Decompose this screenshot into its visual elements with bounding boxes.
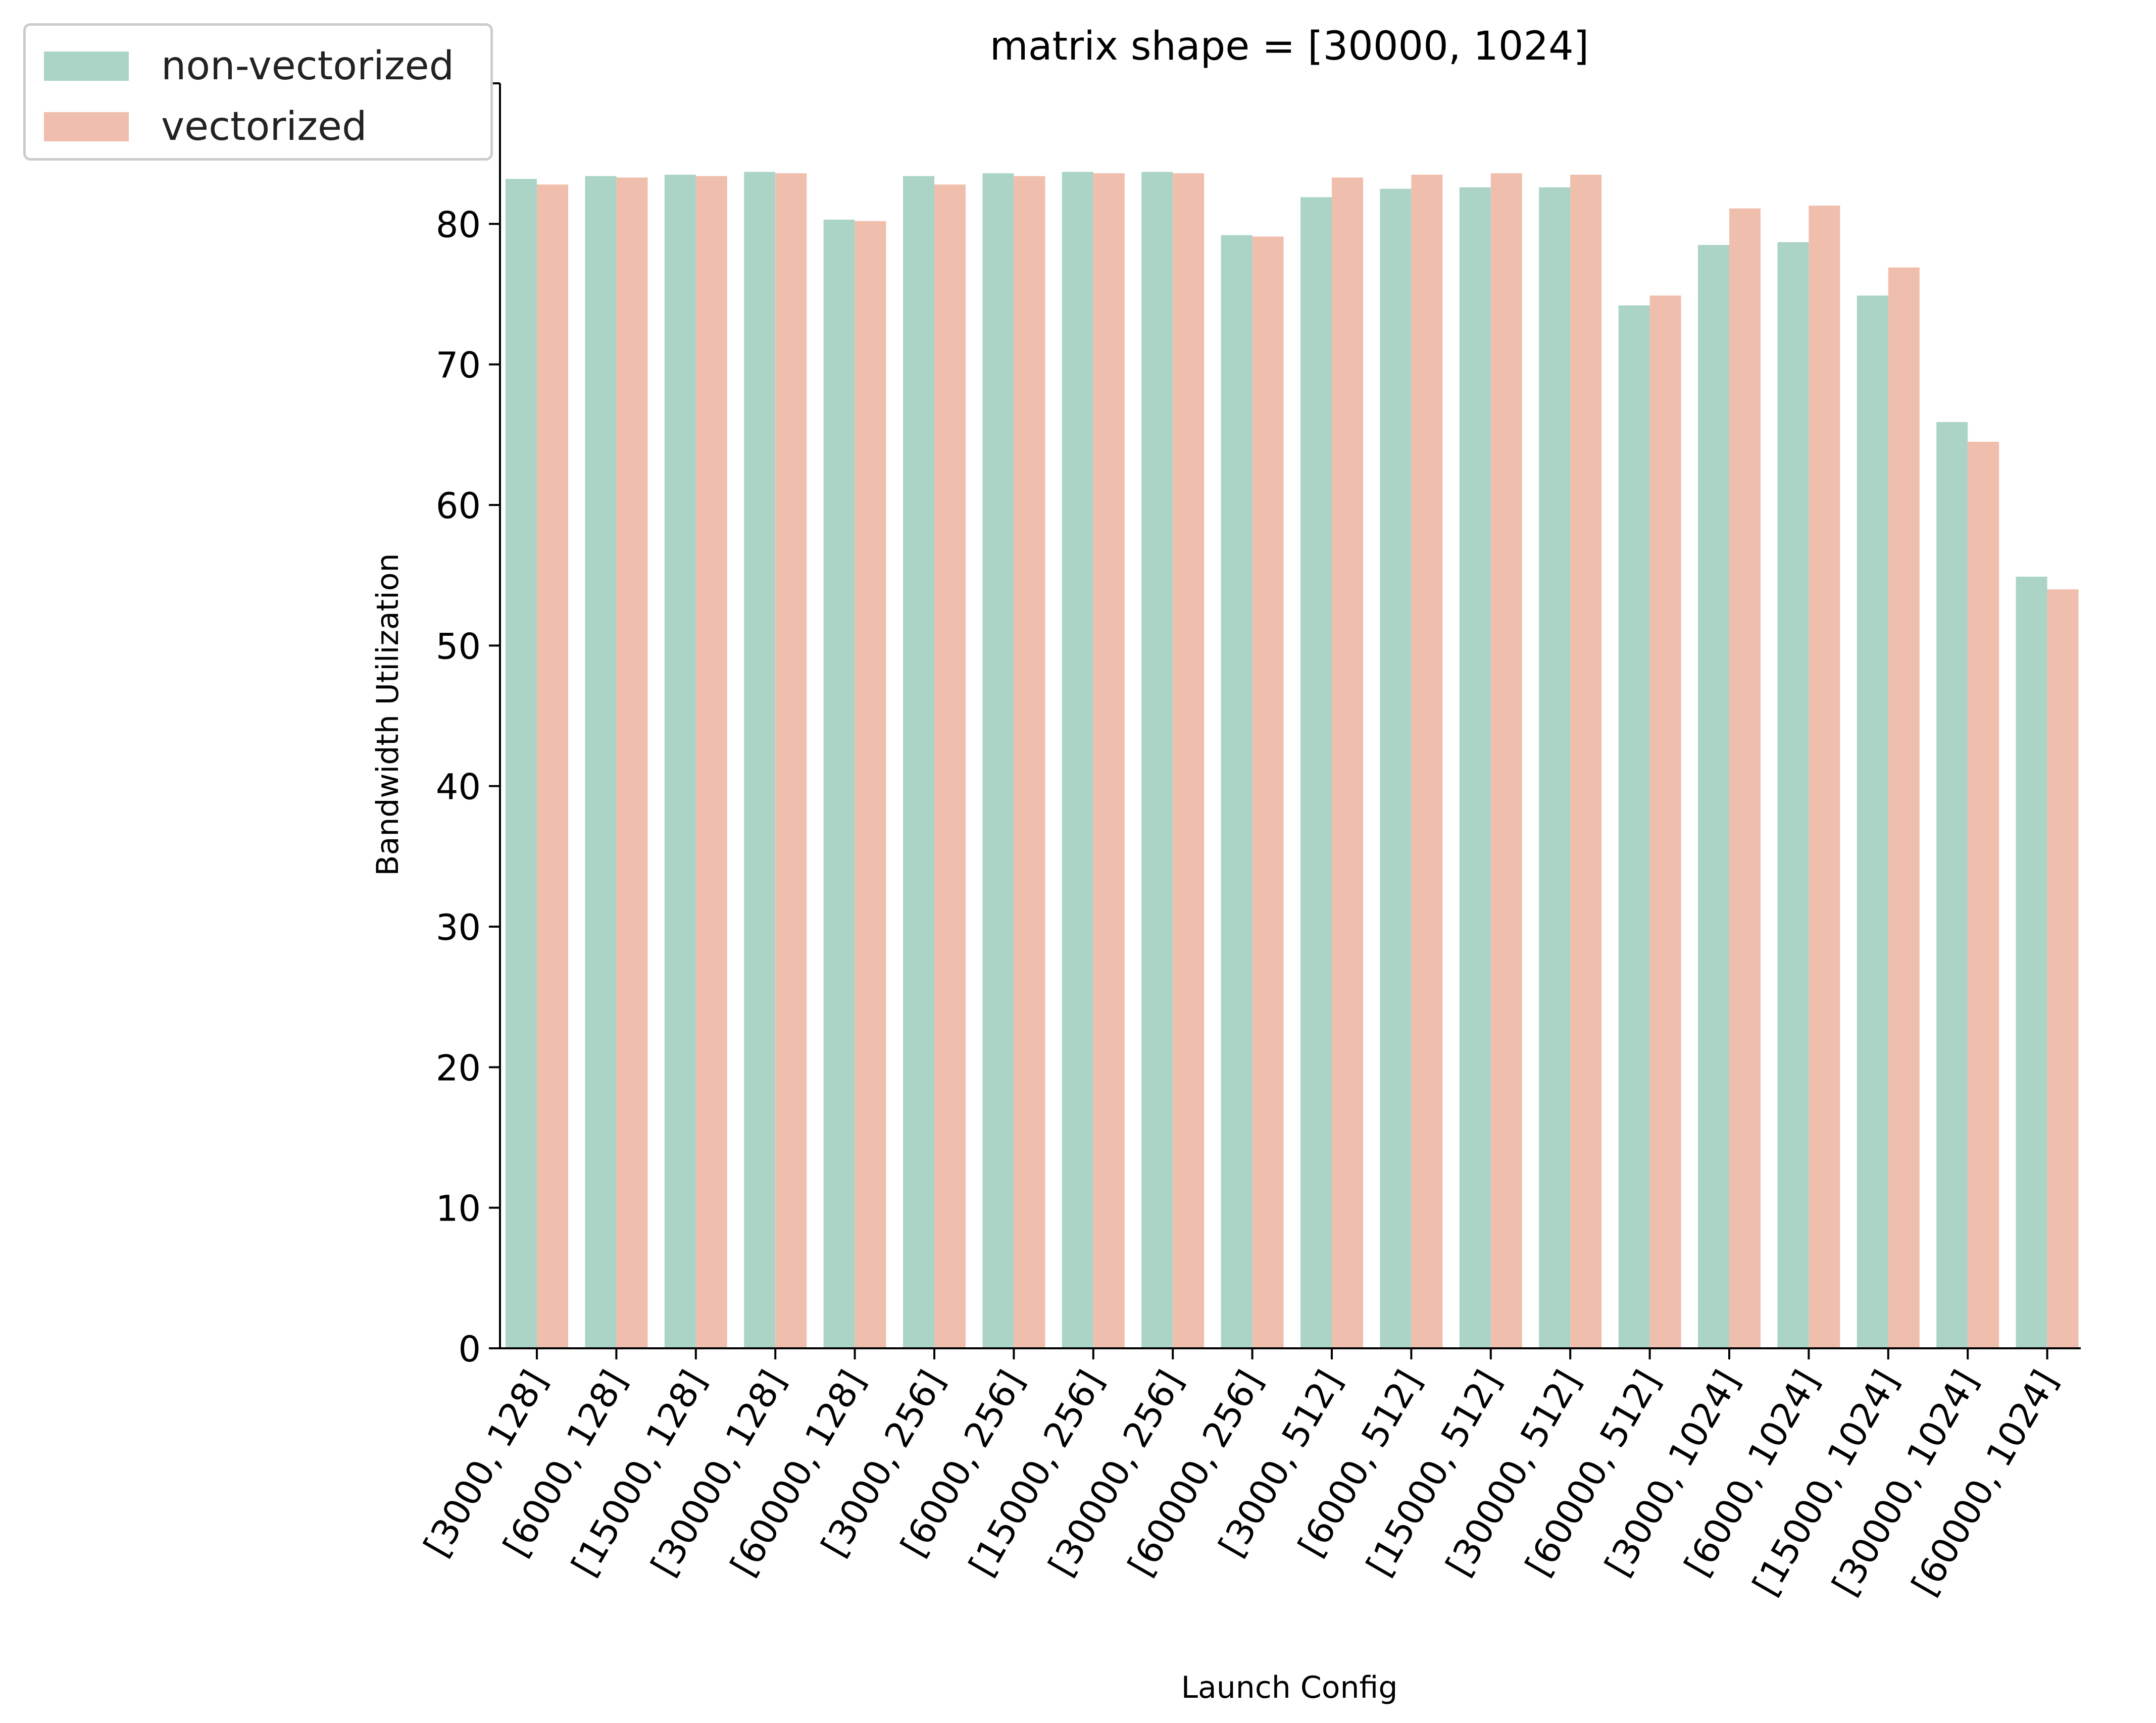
bar-non-vectorized-3000-1024	[1698, 245, 1729, 1349]
bar-non-vectorized-15000-1024	[1857, 295, 1888, 1349]
bar-vectorized-60000-256	[1252, 236, 1284, 1349]
bar-non-vectorized-15000-512	[1459, 187, 1491, 1348]
bar-non-vectorized-15000-128	[664, 174, 696, 1348]
bar-non-vectorized-30000-1024	[1936, 422, 1968, 1348]
bar-vectorized-6000-128	[616, 177, 648, 1348]
y-tick-label: 60	[436, 485, 481, 527]
legend-item-non-vectorized: non-vectorized	[44, 41, 454, 91]
legend-item-vectorized: vectorized	[44, 102, 367, 152]
y-tick-label: 0	[458, 1329, 481, 1370]
bar-vectorized-30000-1024	[1968, 441, 1999, 1348]
bar-vectorized-6000-256	[1014, 176, 1045, 1349]
bar-non-vectorized-15000-256	[1062, 172, 1093, 1348]
bar-non-vectorized-3000-128	[506, 179, 537, 1349]
bar-vectorized-15000-1024	[1888, 267, 1920, 1348]
y-tick-label: 20	[436, 1047, 481, 1089]
bar-vectorized-30000-512	[1570, 174, 1602, 1348]
y-tick-label: 30	[436, 907, 481, 948]
bars	[506, 172, 2079, 1349]
bar-vectorized-30000-128	[775, 173, 807, 1349]
bar-vectorized-30000-256	[1173, 173, 1205, 1349]
legend-label: non-vectorized	[161, 43, 455, 89]
bar-vectorized-60000-1024	[2047, 589, 2079, 1348]
y-tick-label: 40	[436, 767, 481, 808]
legend-label: vectorized	[161, 104, 367, 149]
bar-vectorized-15000-128	[695, 176, 727, 1349]
bar-vectorized-6000-1024	[1809, 206, 1840, 1349]
bar-non-vectorized-60000-1024	[2016, 576, 2047, 1348]
y-axis-label: Bandwidth Utilization	[370, 553, 406, 876]
y-tick-label: 10	[436, 1188, 481, 1230]
bar-non-vectorized-30000-256	[1141, 172, 1173, 1348]
bar-vectorized-60000-128	[855, 221, 886, 1349]
bar-vectorized-15000-256	[1093, 173, 1125, 1349]
axes	[499, 83, 2081, 1349]
bar-vectorized-15000-512	[1490, 173, 1522, 1349]
bar-non-vectorized-60000-512	[1618, 305, 1650, 1349]
y-tick-label: 50	[436, 626, 481, 667]
bar-non-vectorized-3000-256	[903, 176, 934, 1349]
bar-non-vectorized-30000-512	[1539, 187, 1571, 1348]
bar-vectorized-60000-512	[1649, 295, 1681, 1349]
y-tick-label: 70	[436, 345, 481, 386]
y-axis-ticks: 0102030405060708090	[436, 64, 500, 1370]
bar-vectorized-6000-512	[1411, 174, 1443, 1348]
bar-vectorized-3000-128	[537, 184, 568, 1349]
y-tick-label: 80	[436, 204, 481, 245]
bar-non-vectorized-60000-128	[823, 219, 855, 1348]
bar-non-vectorized-3000-512	[1300, 197, 1332, 1349]
x-axis-ticks: [3000, 128][6000, 128][15000, 128][30000…	[416, 1348, 2066, 1602]
bar-non-vectorized-6000-128	[585, 176, 617, 1349]
legend: non-vectorized vectorized	[23, 23, 493, 161]
bar-non-vectorized-60000-256	[1221, 235, 1252, 1348]
bar-non-vectorized-6000-1024	[1777, 242, 1809, 1349]
bar-non-vectorized-6000-512	[1380, 188, 1412, 1348]
chart-title: matrix shape = [30000, 1024]	[990, 24, 1589, 69]
bar-vectorized-3000-512	[1332, 177, 1363, 1348]
bar-vectorized-3000-1024	[1729, 208, 1761, 1348]
bar-vectorized-3000-256	[934, 184, 966, 1349]
legend-swatch-vectorized	[44, 112, 129, 141]
legend-swatch-non-vectorized	[44, 52, 129, 81]
x-axis-label: Launch Config	[1181, 1670, 1398, 1705]
bar-non-vectorized-6000-256	[982, 173, 1014, 1349]
bar-non-vectorized-30000-128	[744, 172, 776, 1348]
